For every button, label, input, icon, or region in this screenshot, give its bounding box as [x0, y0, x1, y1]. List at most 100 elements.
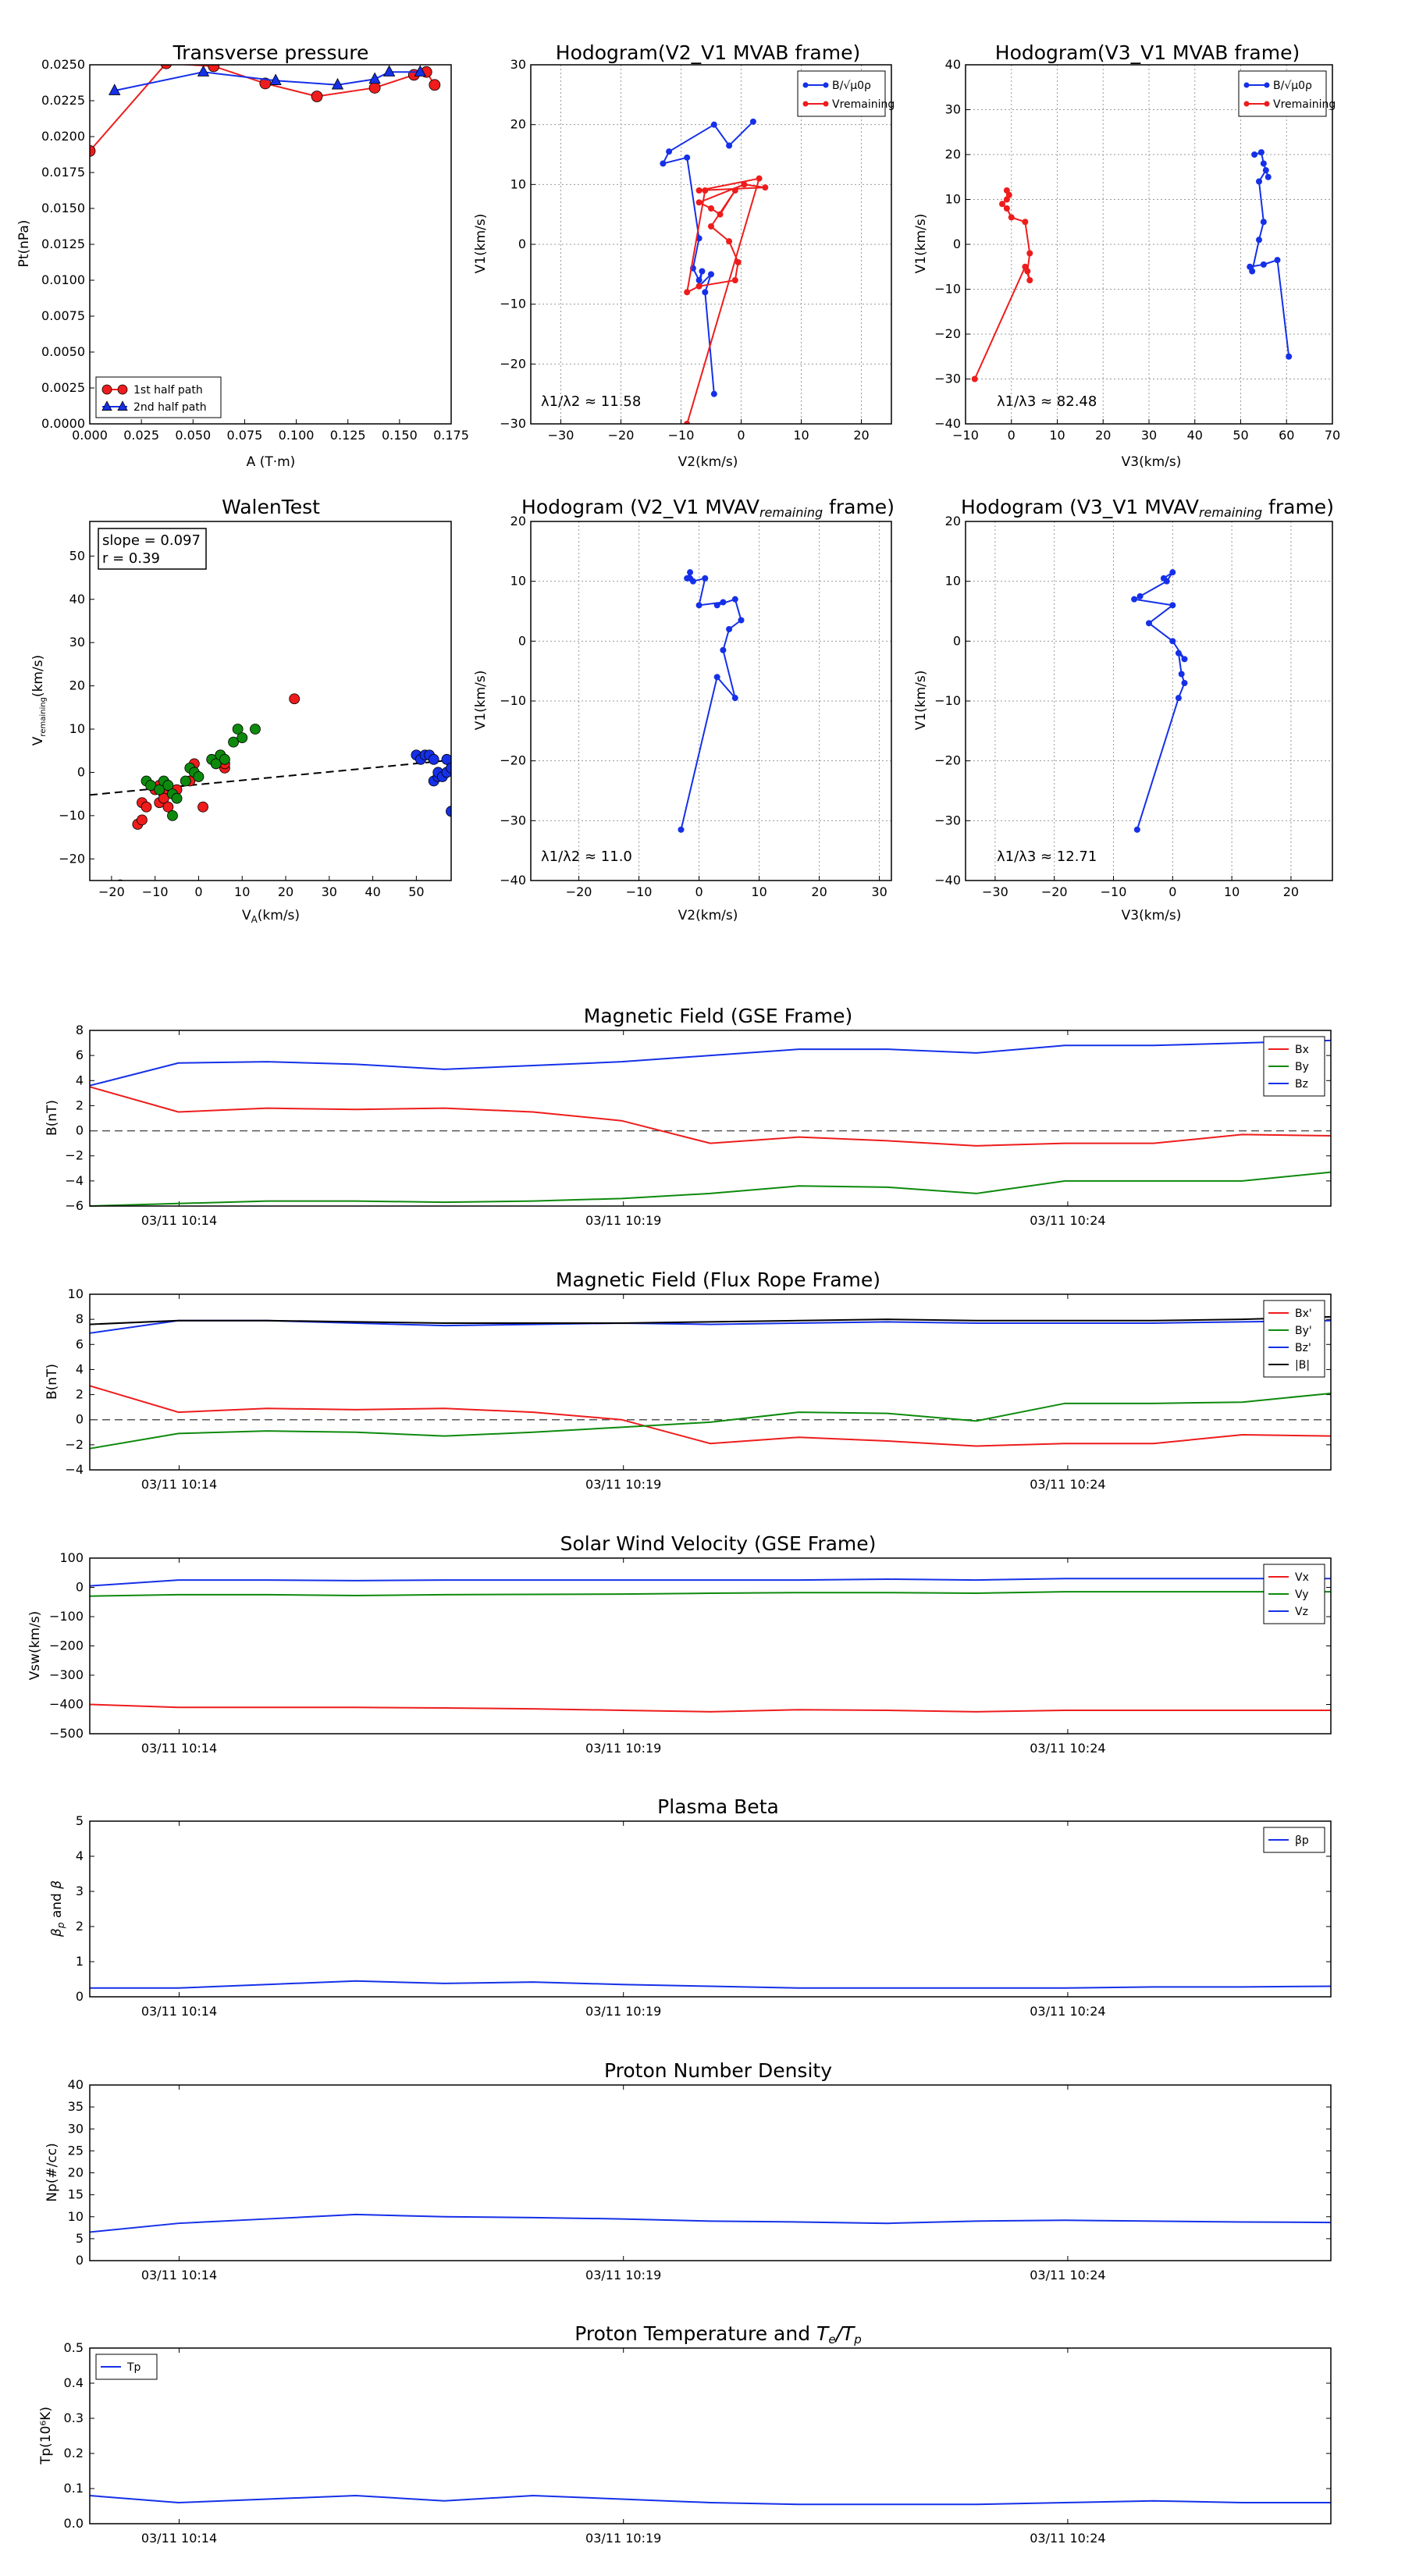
ts1-series-line — [89, 1086, 1332, 1147]
h1-data-point — [660, 160, 667, 167]
h1-data-point — [666, 148, 673, 155]
h1-legend-label: B/√μ0ρ — [832, 80, 871, 92]
ts2-y-tick-label: 6 — [76, 1336, 84, 1351]
h3-data-point — [713, 674, 720, 681]
ts3-y-tick-label: −500 — [49, 1726, 84, 1741]
wt-data-point — [289, 693, 301, 705]
ts1-y-tick-label: −6 — [65, 1198, 84, 1213]
ts6-axes-frame — [89, 2347, 1332, 2524]
h1-data-point — [708, 205, 714, 212]
ts1-legend-label: Bz — [1295, 1078, 1308, 1091]
ts6-y-tick-label: 0.4 — [64, 2375, 84, 2390]
tp-data-point — [429, 79, 441, 91]
ts2-legend-label: By' — [1295, 1325, 1312, 1337]
chart-title-hodogram-v3v1-mvab: Hodogram(V3_V1 MVAB frame) — [995, 41, 1300, 64]
wt-data-point — [180, 775, 191, 787]
y-axis-label-transverse-pressure: Pt(nPa) — [16, 220, 32, 268]
tp-y-tick-label: 0.0175 — [41, 165, 85, 180]
h3-plot: −20 −10 0 10 20 30 −40 −30 −20 −10 0 10 20 — [500, 514, 892, 899]
wt-data-point — [232, 724, 244, 735]
tp-y-tick-label: 0.0100 — [41, 272, 85, 287]
h3-x-tick-label: 10 — [751, 884, 767, 899]
h1-legend-marker — [823, 101, 829, 107]
h2-data-point — [1251, 151, 1258, 158]
ts5-y-tick-label: 20 — [68, 2165, 84, 2180]
ts1-legend-label: By — [1295, 1061, 1309, 1073]
ts6-y-tick-label: 0.1 — [64, 2481, 84, 2496]
ts4-x-tick-label: 03/11 10:14 — [141, 2004, 217, 2019]
y-axis-label-magnetic-field-gse: B(nT) — [44, 1100, 60, 1136]
tp-y-tick-label: 0.0200 — [41, 129, 85, 144]
h3-x-tick-label: −10 — [626, 884, 653, 899]
tp-data-point — [414, 65, 426, 76]
h3-data-point — [726, 626, 733, 632]
wt-x-tick-label: −10 — [142, 884, 169, 899]
tp-series-line — [90, 65, 436, 152]
h1-x-tick-label: −20 — [608, 428, 635, 443]
y-axis-label-hodogram-4: V1(km/s) — [913, 671, 929, 731]
h2-data-point — [1262, 167, 1269, 174]
wt-x-tick-label: 30 — [322, 884, 337, 899]
ts2-y-tick-label: 10 — [68, 1286, 84, 1301]
y-axis-label-solar-wind-velocity: Vsw(km/s) — [27, 1611, 43, 1681]
h4-x-tick-label: −20 — [1041, 884, 1068, 899]
ts3-x-tick-label: 03/11 10:24 — [1030, 1741, 1105, 1756]
h2-data-point — [1026, 250, 1033, 257]
wt-data-point — [428, 753, 439, 765]
wt-data-point — [446, 763, 451, 774]
h2-data-point — [1260, 261, 1267, 268]
h1-x-tick-label: 10 — [793, 428, 809, 443]
ts3-series-line — [89, 1591, 1331, 1597]
wt-y-tick-label: −20 — [59, 851, 85, 866]
x-axis-label-hodogram-1: V2(km/s) — [678, 454, 738, 470]
h3-data-point — [720, 599, 727, 606]
ts1-y-tick-label: 6 — [76, 1048, 84, 1062]
h1-data-point — [756, 175, 763, 182]
h1-y-tick-label: −20 — [500, 356, 526, 371]
h2-data-point — [1264, 173, 1272, 180]
h2-series-line — [1248, 151, 1290, 357]
h4-y-tick-label: −40 — [934, 873, 961, 888]
ts4-y-tick-label: 1 — [76, 1954, 84, 1969]
wt-x-tick-label: 40 — [365, 884, 380, 899]
wt-x-tick-label: −20 — [98, 884, 125, 899]
wt-data-point — [171, 792, 183, 804]
h2-x-tick-label: 50 — [1232, 428, 1248, 443]
tp-x-tick-label: 0.125 — [330, 428, 366, 443]
h1-data-point — [695, 283, 702, 290]
ts3-x-tick-label: 03/11 10:19 — [585, 1741, 661, 1756]
tp-data-point — [368, 82, 381, 94]
chart-title-solar-wind-velocity: Solar Wind Velocity (GSE Frame) — [560, 1532, 877, 1555]
wt-x-tick-label: 20 — [278, 884, 293, 899]
ts6-y-tick-label: 0.5 — [64, 2340, 84, 2355]
h3-series-line — [680, 571, 742, 831]
h1-marks — [660, 118, 769, 424]
h2-y-tick-label: 0 — [953, 237, 961, 251]
h1-x-tick-label: 0 — [737, 428, 745, 443]
tp-x-tick-label: 0.075 — [227, 428, 263, 443]
h2-y-tick-label: −20 — [934, 326, 961, 341]
wt-plot: −20 −10 0 10 20 30 40 50 −20 −10 0 10 20 30 40 50 — [59, 521, 452, 899]
eigenvalue-ratio-hodogram-3: λ1/λ2 ≈ 11.0 — [541, 849, 632, 865]
x-axis-label-hodogram-4: V3(km/s) — [1122, 908, 1182, 923]
ts2-y-tick-label: 4 — [76, 1361, 84, 1376]
ts4-y-tick-label: 3 — [76, 1884, 84, 1898]
h3-data-point — [678, 826, 685, 833]
h1-data-point — [702, 289, 709, 296]
h2-series-line — [973, 190, 1031, 379]
y-axis-label-hodogram-2: V1(km/s) — [913, 214, 929, 274]
h4-x-tick-label: −10 — [1101, 884, 1127, 899]
tp-x-tick-label: 0.100 — [279, 428, 315, 443]
tp-legend-marker — [117, 400, 128, 411]
wt-data-point — [210, 758, 222, 770]
wt-data-point — [162, 780, 174, 791]
ts3-plot: −500 −400 −300 −200 −100 0 100 03/11 10:14 03/11… — [49, 1550, 1332, 1756]
tp-data-point — [108, 84, 121, 95]
h4-y-tick-label: −30 — [934, 813, 961, 827]
ts3-y-tick-label: −400 — [49, 1697, 84, 1712]
h3-data-point — [713, 602, 720, 609]
ts3-y-tick-label: 100 — [59, 1550, 84, 1565]
h4-data-point — [1169, 638, 1176, 645]
tp-x-tick-label: 0.025 — [123, 428, 159, 443]
